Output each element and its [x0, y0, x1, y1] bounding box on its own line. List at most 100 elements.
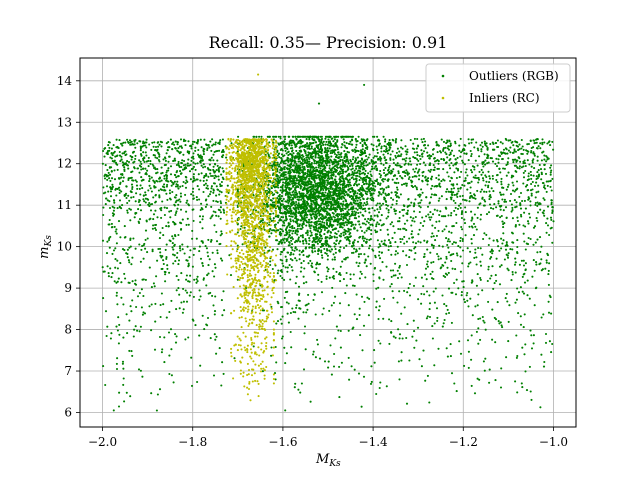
outlier-point	[339, 187, 341, 189]
outlier-point	[366, 201, 368, 203]
outlier-point	[291, 147, 293, 149]
outlier-point	[454, 194, 456, 196]
outlier-point	[210, 191, 212, 193]
outlier-point	[148, 180, 150, 182]
outlier-point	[342, 227, 344, 229]
outlier-point	[396, 196, 398, 198]
outlier-point	[358, 248, 360, 250]
outlier-point	[438, 179, 440, 181]
outlier-point	[115, 228, 117, 230]
outlier-point	[314, 170, 316, 172]
outlier-point	[213, 224, 215, 226]
outlier-point	[526, 184, 528, 186]
outlier-point	[376, 178, 378, 180]
outlier-point	[527, 220, 529, 222]
outlier-point	[354, 239, 356, 241]
outlier-point	[475, 141, 477, 143]
outlier-point	[146, 170, 148, 172]
outlier-point	[349, 141, 351, 143]
outlier-point	[391, 237, 393, 239]
outlier-point	[305, 225, 307, 227]
outlier-point	[518, 196, 520, 198]
outlier-point	[480, 174, 482, 176]
outlier-point	[393, 162, 395, 164]
outlier-point	[145, 198, 147, 200]
outlier-point	[183, 160, 185, 162]
outlier-point	[336, 136, 338, 138]
outlier-point	[203, 163, 205, 165]
outlier-point	[117, 169, 119, 171]
outlier-point	[372, 180, 374, 182]
outlier-point	[103, 175, 105, 177]
outlier-point	[319, 167, 321, 169]
outlier-point	[311, 224, 313, 226]
outlier-point	[279, 169, 281, 171]
outlier-point	[371, 207, 373, 209]
outlier-point	[485, 234, 487, 236]
outlier-point	[176, 208, 178, 210]
outlier-point	[285, 216, 287, 218]
outlier-point	[448, 164, 450, 166]
outlier-point	[507, 186, 509, 188]
outlier-point	[369, 170, 371, 172]
outlier-point	[110, 195, 112, 197]
outlier-point	[365, 223, 367, 225]
outlier-point	[171, 148, 173, 150]
outlier-point	[532, 146, 534, 148]
outlier-point	[215, 215, 217, 217]
outlier-point	[352, 158, 354, 160]
outlier-point	[362, 148, 364, 150]
outlier-point	[471, 181, 473, 183]
outlier-point	[131, 186, 133, 188]
outlier-point	[314, 250, 316, 252]
outlier-point	[172, 262, 174, 264]
outlier-point	[386, 173, 388, 175]
outlier-point	[315, 233, 317, 235]
outlier-point	[351, 207, 353, 209]
outlier-point	[396, 152, 398, 154]
outlier-point	[131, 188, 133, 190]
outlier-point	[362, 204, 364, 206]
outlier-point	[158, 194, 160, 196]
outlier-point	[113, 169, 115, 171]
outlier-point	[421, 156, 423, 158]
outlier-point	[366, 188, 368, 190]
outlier-point	[360, 271, 362, 273]
outlier-point	[361, 273, 363, 275]
outlier-point	[406, 153, 408, 155]
outlier-point	[447, 147, 449, 149]
outlier-point	[102, 150, 104, 152]
outlier-point	[209, 169, 211, 171]
outlier-point	[317, 243, 319, 245]
outlier-point	[417, 233, 419, 235]
outlier-point	[301, 166, 303, 168]
outlier-point	[316, 183, 318, 185]
outlier-point	[473, 166, 475, 168]
outlier-point	[320, 229, 322, 231]
outlier-point	[284, 145, 286, 147]
outlier-point	[336, 208, 338, 210]
outlier-point	[326, 220, 328, 222]
outlier-point	[500, 141, 502, 143]
outlier-point	[281, 160, 283, 162]
outlier-point	[363, 164, 365, 166]
outlier-point	[105, 203, 107, 205]
outlier-point	[210, 175, 212, 177]
outlier-point	[152, 228, 154, 230]
outlier-point	[110, 190, 112, 192]
outlier-point	[214, 211, 216, 213]
outlier-point	[269, 189, 271, 191]
outlier-point	[417, 145, 419, 147]
outlier-point	[176, 181, 178, 183]
outlier-point	[202, 191, 204, 193]
outlier-point	[300, 199, 302, 201]
outlier-point	[416, 187, 418, 189]
outlier-point	[345, 160, 347, 162]
outlier-point	[407, 210, 409, 212]
outlier-point	[289, 160, 291, 162]
outlier-point	[222, 171, 224, 173]
outlier-point	[480, 218, 482, 220]
outlier-point	[377, 182, 379, 184]
outlier-point	[207, 144, 209, 146]
outlier-point	[494, 282, 496, 284]
